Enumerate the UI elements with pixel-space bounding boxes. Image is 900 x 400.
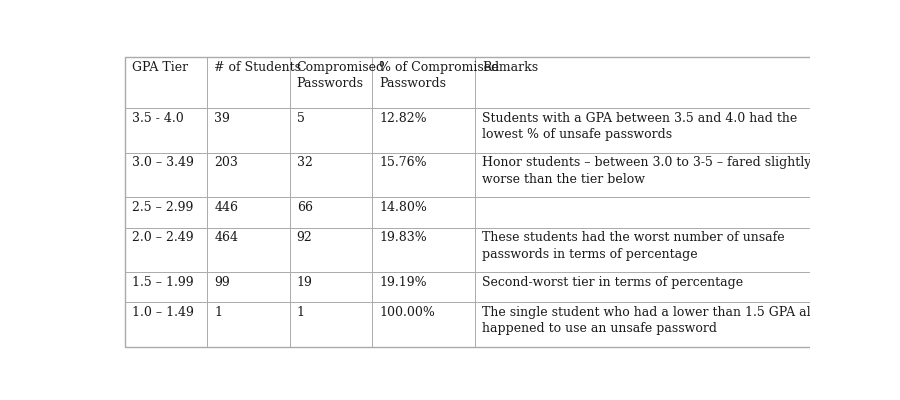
Text: 2.5 – 2.99: 2.5 – 2.99 bbox=[132, 201, 194, 214]
Text: 1: 1 bbox=[297, 306, 304, 319]
Text: 19.19%: 19.19% bbox=[379, 276, 427, 289]
Text: 5: 5 bbox=[297, 112, 304, 125]
Text: 92: 92 bbox=[297, 231, 312, 244]
Text: 1.0 – 1.49: 1.0 – 1.49 bbox=[132, 306, 194, 319]
Text: 3.5 - 4.0: 3.5 - 4.0 bbox=[132, 112, 184, 125]
Text: 203: 203 bbox=[214, 156, 238, 170]
Text: Remarks: Remarks bbox=[482, 61, 538, 74]
Text: 39: 39 bbox=[214, 112, 230, 125]
Text: 15.76%: 15.76% bbox=[379, 156, 427, 170]
Text: These students had the worst number of unsafe
passwords in terms of percentage: These students had the worst number of u… bbox=[482, 231, 785, 261]
Text: % of Compromised
Passwords: % of Compromised Passwords bbox=[379, 61, 500, 90]
Text: 99: 99 bbox=[214, 276, 230, 289]
Text: 100.00%: 100.00% bbox=[379, 306, 435, 319]
Text: GPA Tier: GPA Tier bbox=[132, 61, 188, 74]
Text: 3.0 – 3.49: 3.0 – 3.49 bbox=[132, 156, 194, 170]
Text: The single student who had a lower than 1.5 GPA also
happened to use an unsafe p: The single student who had a lower than … bbox=[482, 306, 824, 336]
Text: 19: 19 bbox=[297, 276, 312, 289]
Text: 2.0 – 2.49: 2.0 – 2.49 bbox=[132, 231, 194, 244]
Text: 32: 32 bbox=[297, 156, 312, 170]
Text: 464: 464 bbox=[214, 231, 238, 244]
Text: Compromised
Passwords: Compromised Passwords bbox=[297, 61, 385, 90]
Text: 19.83%: 19.83% bbox=[379, 231, 427, 244]
Text: Second-worst tier in terms of percentage: Second-worst tier in terms of percentage bbox=[482, 276, 743, 289]
Text: 1: 1 bbox=[214, 306, 222, 319]
Text: 12.82%: 12.82% bbox=[379, 112, 427, 125]
Text: Students with a GPA between 3.5 and 4.0 had the
lowest % of unsafe passwords: Students with a GPA between 3.5 and 4.0 … bbox=[482, 112, 797, 142]
Text: 66: 66 bbox=[297, 201, 312, 214]
Text: 1.5 – 1.99: 1.5 – 1.99 bbox=[132, 276, 194, 289]
Text: # of Students: # of Students bbox=[214, 61, 302, 74]
Text: Honor students – between 3.0 to 3-5 – fared slightly
worse than the tier below: Honor students – between 3.0 to 3-5 – fa… bbox=[482, 156, 812, 186]
Text: 446: 446 bbox=[214, 201, 238, 214]
Text: 14.80%: 14.80% bbox=[379, 201, 427, 214]
